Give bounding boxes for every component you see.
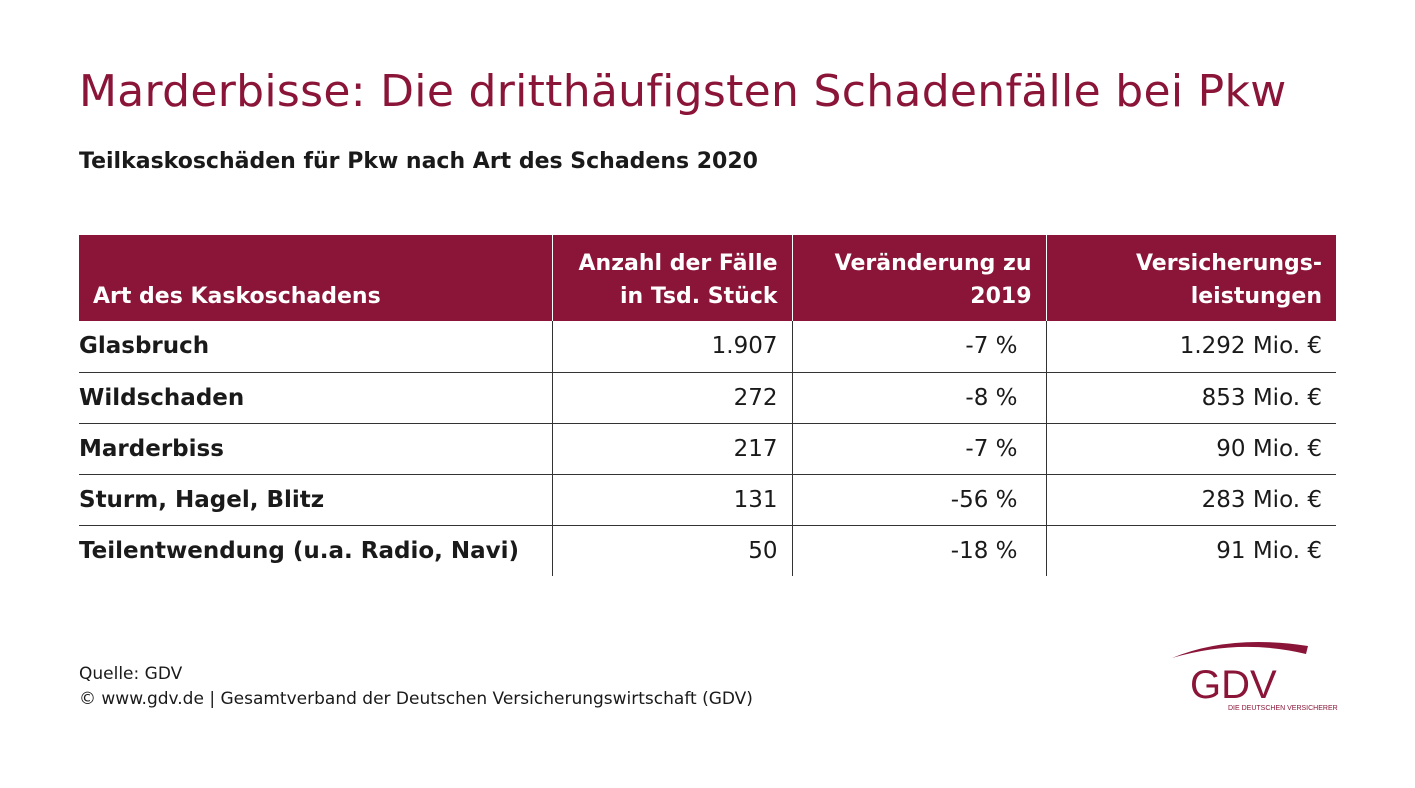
cell-anzahl: 217 xyxy=(551,423,792,475)
table-row: Sturm, Hagel, Blitz 131 -56 % 283 Mio. € xyxy=(79,474,1336,526)
table-row: Glasbruch 1.907 -7 % 1.292 Mio. € xyxy=(79,321,1336,373)
cell-art: Sturm, Hagel, Blitz xyxy=(79,474,552,526)
table-header: Art des Kaskoschadens Anzahl der Fälle i… xyxy=(79,235,1336,321)
logo-text: GDV xyxy=(1190,663,1277,707)
copyright-note: © www.gdv.de | Gesamtverband der Deutsch… xyxy=(79,689,753,709)
table-row: Wildschaden 272 -8 % 853 Mio. € xyxy=(79,372,1336,424)
header-anzahl-line-2: in Tsd. Stück xyxy=(619,284,778,309)
logo-swoosh xyxy=(1172,642,1308,658)
header-leistungen-line-2: leistungen xyxy=(1190,284,1322,309)
cell-anzahl: 1.907 xyxy=(551,321,792,373)
header-anzahl-line-1: Anzahl der Fälle xyxy=(578,251,778,276)
header-art: Art des Kaskoschadens xyxy=(79,235,552,321)
cell-leistungen: 91 Mio. € xyxy=(1045,525,1336,576)
cell-art: Glasbruch xyxy=(79,321,552,373)
header-anzahl: Anzahl der Fälle in Tsd. Stück xyxy=(551,235,792,321)
header-veraenderung: Veränderung zu 2019 xyxy=(791,235,1046,321)
cell-art: Marderbiss xyxy=(79,423,552,475)
cell-anzahl: 131 xyxy=(551,474,792,526)
cell-art: Wildschaden xyxy=(79,372,552,424)
damage-table: Art des Kaskoschadens Anzahl der Fälle i… xyxy=(79,235,1336,576)
chart-subtitle: Teilkaskoschäden für Pkw nach Art des Sc… xyxy=(79,149,758,174)
cell-veraenderung: -18 % xyxy=(791,525,1046,576)
header-leistungen: Versicherungs- leistungen xyxy=(1045,235,1336,321)
cell-art: Teilentwendung (u.a. Radio, Navi) xyxy=(79,537,520,564)
header-veraenderung-line-2: 2019 xyxy=(970,284,1032,309)
cell-leistungen: 1.292 Mio. € xyxy=(1045,321,1336,373)
table-body: Glasbruch 1.907 -7 % 1.292 Mio. € Wildsc… xyxy=(79,321,1336,576)
cell-veraenderung: -7 % xyxy=(791,321,1046,373)
source-note: Quelle: GDV xyxy=(79,664,183,684)
cell-anzahl: 50 xyxy=(551,525,792,576)
gdv-logo: GDV DIE DEUTSCHEN VERSICHERER xyxy=(1172,642,1338,712)
cell-leistungen: 283 Mio. € xyxy=(1045,474,1336,526)
cell-leistungen: 90 Mio. € xyxy=(1045,423,1336,475)
cell-veraenderung: -8 % xyxy=(791,372,1046,424)
cell-veraenderung: -7 % xyxy=(791,423,1046,475)
table-row: Marderbiss 217 -7 % 90 Mio. € xyxy=(79,423,1336,475)
header-art-line-1: Art des Kaskoschadens xyxy=(93,284,381,309)
logo-tagline: DIE DEUTSCHEN VERSICHERER xyxy=(1228,705,1338,712)
chart-title: Marderbisse: Die dritthäufigsten Schaden… xyxy=(79,66,1287,117)
cell-veraenderung: -56 % xyxy=(791,474,1046,526)
cell-anzahl: 272 xyxy=(551,372,792,424)
cell-leistungen: 853 Mio. € xyxy=(1045,372,1336,424)
header-veraenderung-line-1: Veränderung zu xyxy=(834,251,1032,276)
header-leistungen-line-1: Versicherungs- xyxy=(1135,251,1322,276)
table-header-row: Art des Kaskoschadens Anzahl der Fälle i… xyxy=(79,235,1336,321)
table-row: Teilentwendung (u.a. Radio, Navi) 50 -18… xyxy=(79,525,1336,576)
